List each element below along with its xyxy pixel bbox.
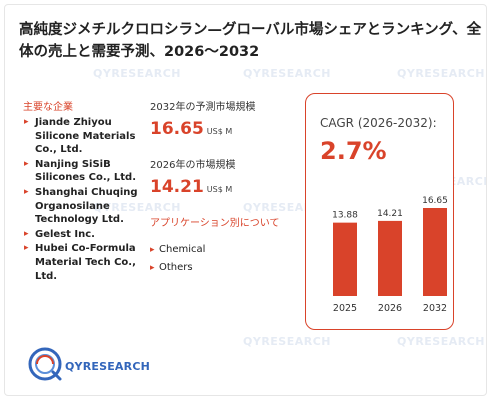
- company-name: Jiande Zhiyou Silicone Materials Co., Lt…: [35, 117, 136, 156]
- watermark: QYRESEARCH: [93, 201, 181, 214]
- bar-2025: [333, 222, 357, 296]
- application-name: Chemical: [159, 244, 206, 255]
- page-title: 高純度ジメチルクロロシラン—グローバル市場シェアとランキング、全体の売上と需要予…: [19, 22, 482, 60]
- logo: QYRESEARCH: [27, 346, 150, 386]
- bullet-icon: ▸: [24, 158, 29, 169]
- watermark: QYRESEARCH: [243, 335, 331, 348]
- current-unit: US$ M: [206, 185, 233, 194]
- bullet-icon: ▸: [24, 117, 29, 127]
- applications-label: アプリケーション別について: [150, 218, 280, 229]
- list-item: ▸ Chemical: [150, 241, 205, 259]
- cagr-label: CAGR (2026-2032):: [320, 116, 437, 130]
- list-item: ▸ Hubei Co-Formula Material Tech Co., Ltd…: [23, 242, 141, 283]
- tick-label-2025: 2025: [333, 303, 357, 314]
- list-item: ▸ Shanghai Chuqing Organosilane Technolog…: [23, 186, 141, 227]
- watermark: QYRESEARCH: [397, 335, 485, 348]
- applications-list: ▸ Chemical ▸ Others: [150, 241, 205, 277]
- forecast-unit: US$ M: [206, 127, 233, 136]
- infographic-card: QYRESEARCH QYRESEARCH QYRESEARCH QYRESEA…: [4, 4, 487, 396]
- current-number: 14.21: [150, 177, 204, 197]
- watermark: QYRESEARCH: [93, 67, 181, 80]
- application-name: Others: [159, 262, 193, 273]
- forecast-label: 2032年の予測市場規模: [150, 102, 256, 113]
- bullet-icon: ▸: [150, 245, 155, 255]
- logo-text: QYRESEARCH: [65, 360, 150, 373]
- bar-2026: [378, 220, 402, 296]
- bullet-icon: ▸: [150, 263, 155, 273]
- company-name: Nanjing SiSiB Silicones Co., Ltd.: [35, 158, 137, 184]
- bullet-icon: ▸: [24, 186, 29, 197]
- tick-label-2026: 2026: [378, 303, 402, 314]
- current-value: 14.21 US$ M: [150, 177, 232, 197]
- company-name: Hubei Co-Formula Material Tech Co., Ltd.: [35, 243, 136, 282]
- watermark: QYRESEARCH: [397, 67, 485, 80]
- cagr-panel: CAGR (2026-2032): 2.7% 13.88 2025 14.21 202…: [305, 93, 454, 330]
- company-name: Shanghai Chuqing Organosilane Technology…: [35, 186, 138, 226]
- company-name: Gelest Inc.: [35, 228, 95, 240]
- logo-icon: [28, 347, 62, 381]
- bullet-icon: ▸: [24, 243, 29, 254]
- key-companies-label: 主要な企業: [23, 102, 73, 113]
- list-item: ▸ Jiande Zhiyou Silicone Materials Co., L…: [23, 116, 141, 157]
- key-companies-list: ▸ Jiande Zhiyou Silicone Materials Co., L…: [23, 116, 141, 284]
- cagr-value: 2.7%: [320, 137, 387, 165]
- bar-2032: [423, 208, 447, 296]
- list-item: ▸ Others: [150, 259, 205, 277]
- data-label-2026: 14.21: [377, 209, 403, 219]
- forecast-value: 16.65 US$ M: [150, 119, 232, 139]
- forecast-number: 16.65: [150, 119, 204, 139]
- data-label-2025: 13.88: [332, 211, 358, 221]
- bullet-icon: ▸: [24, 228, 29, 239]
- bar-chart: 13.88 2025 14.21 2026 16.65 2032: [332, 196, 448, 314]
- watermark: QYRESEARCH: [243, 67, 331, 80]
- list-item: ▸ Gelest Inc.: [23, 228, 141, 242]
- tick-label-2032: 2032: [423, 303, 447, 314]
- list-item: ▸ Nanjing SiSiB Silicones Co., Ltd.: [23, 158, 141, 185]
- current-label: 2026年の市場規模: [150, 160, 236, 171]
- data-label-2032: 16.65: [422, 196, 448, 206]
